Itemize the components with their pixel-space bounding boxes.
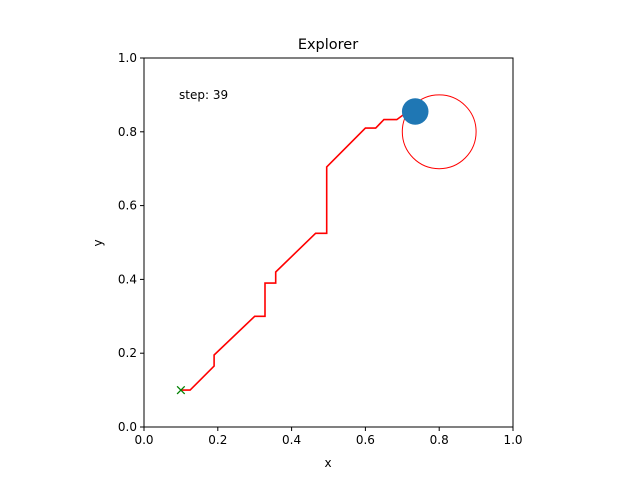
axes-background	[144, 58, 513, 427]
y-tick-label: 0.6	[118, 199, 137, 213]
x-axis-label: x	[324, 456, 331, 470]
step-counter: step: 39	[179, 88, 228, 102]
x-tick-label: 0.2	[208, 433, 227, 447]
y-tick-label: 1.0	[118, 51, 137, 65]
y-axis-label: y	[91, 239, 105, 246]
target-circle	[401, 94, 477, 170]
agent-disc	[401, 98, 429, 125]
start-marker	[176, 385, 186, 395]
start-marker-stroke-b	[176, 385, 186, 395]
x-tick-label: 1.0	[503, 433, 522, 447]
y-tick-label: 0.4	[118, 272, 137, 286]
trajectory-line	[180, 110, 416, 391]
y-tick-label: 0.0	[118, 420, 137, 434]
axes-area	[144, 58, 513, 427]
axes-frame	[143, 57, 514, 428]
x-tick-label: 0.4	[282, 433, 301, 447]
x-tick-label: 0.0	[134, 433, 153, 447]
y-tick-label: 0.8	[118, 125, 137, 139]
chart-title: Explorer	[298, 37, 358, 53]
x-tick-label: 0.6	[356, 433, 375, 447]
y-tick-label: 0.2	[118, 346, 137, 360]
x-tick-label: 0.8	[430, 433, 449, 447]
axis-ticks: 0.0 0.2 0.4 0.6 0.8 1.0 0.0 0.2 0.4 0.6 0.8 1.0	[118, 51, 523, 447]
plot-marks	[176, 94, 477, 395]
